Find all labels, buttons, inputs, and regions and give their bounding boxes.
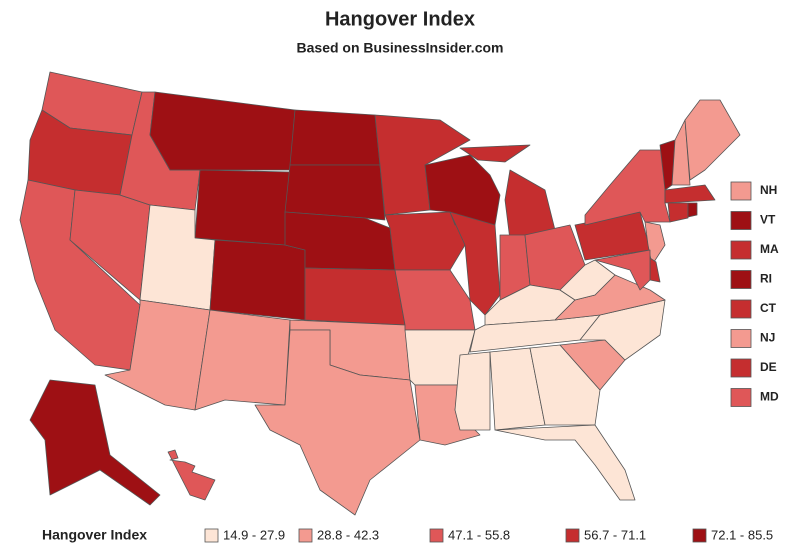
legend-title: Hangover Index: [42, 527, 147, 543]
state: [671, 119, 691, 186]
callout-swatch: [730, 358, 752, 378]
callout-swatch: [730, 240, 752, 260]
callout-label: VT: [760, 213, 776, 227]
state: [494, 424, 636, 501]
callout-swatch: [730, 211, 752, 230]
state: [149, 91, 296, 171]
callout-label: NJ: [760, 331, 775, 345]
legend-swatch: [565, 528, 580, 543]
state: [167, 449, 216, 501]
legend-label: 56.7 - 71.1: [584, 527, 646, 542]
callout-swatch: [730, 388, 752, 407]
state: [29, 379, 161, 506]
state: [454, 351, 491, 431]
callout-swatch: [730, 329, 752, 348]
legend-label: 72.1 - 85.5: [711, 527, 773, 542]
callout-label: CT: [760, 301, 777, 315]
callout-swatch: [730, 270, 752, 289]
map-subtitle: Based on BusinessInsider.com: [297, 40, 504, 56]
state: [304, 267, 406, 326]
state: [649, 257, 661, 283]
legend-label: 28.8 - 42.3: [317, 527, 379, 542]
state: [289, 109, 381, 166]
state: [687, 202, 698, 218]
legend-label: 47.1 - 55.8: [448, 527, 510, 542]
state: [254, 329, 421, 516]
state: [584, 149, 671, 226]
state: [667, 202, 689, 223]
callout-label: RI: [760, 272, 772, 286]
state: [529, 344, 601, 426]
callout-label: NH: [760, 183, 777, 197]
state: [459, 144, 531, 163]
callout-swatch: [730, 299, 752, 319]
state: [664, 184, 716, 204]
state: [684, 99, 741, 181]
state: [209, 239, 306, 321]
state: [394, 269, 476, 331]
map-title: Hangover Index: [325, 8, 475, 30]
legend-swatch: [692, 528, 707, 543]
callout-label: MD: [760, 390, 779, 404]
state: [194, 169, 291, 246]
legend-swatch: [204, 528, 219, 543]
callout-swatch: [730, 181, 752, 201]
state: [594, 249, 651, 291]
legend-label: 14.9 - 27.9: [223, 527, 285, 542]
state: [194, 309, 291, 411]
legend-swatch: [298, 528, 313, 543]
callout-label: MA: [760, 242, 779, 256]
legend-swatch: [429, 528, 444, 543]
state: [504, 169, 556, 241]
callout-label: DE: [760, 360, 777, 374]
state: [284, 164, 386, 221]
